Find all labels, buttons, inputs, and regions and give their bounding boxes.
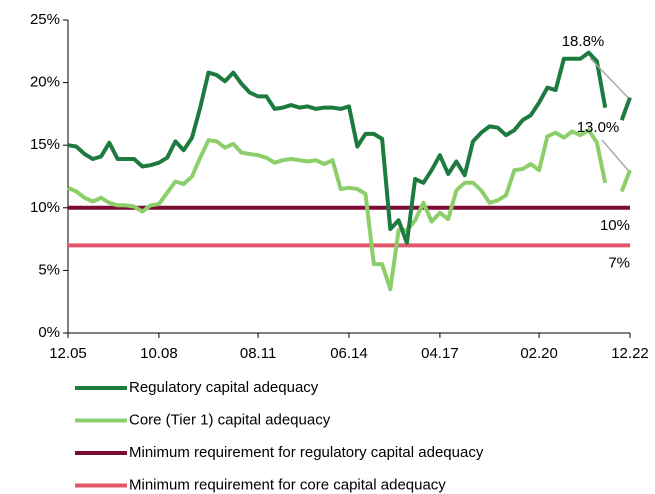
y-tick-label: 15% bbox=[30, 136, 60, 153]
legend-label: Regulatory capital adequacy bbox=[129, 379, 319, 396]
x-tick-label: 10.08 bbox=[140, 345, 178, 362]
series-line bbox=[67, 128, 608, 292]
x-tick-label: 04.17 bbox=[421, 345, 459, 362]
y-tick-label: 0% bbox=[38, 324, 60, 341]
series-line bbox=[619, 169, 632, 193]
y-tick-label: 20% bbox=[30, 74, 60, 91]
y-tick-label: 10% bbox=[30, 199, 60, 216]
series-line bbox=[67, 50, 608, 245]
reference-label: 7% bbox=[608, 254, 630, 271]
leader-line bbox=[601, 139, 629, 171]
series-line bbox=[619, 96, 632, 121]
x-tick-label: 02.20 bbox=[520, 345, 558, 362]
y-tick-label: 5% bbox=[38, 261, 60, 278]
x-tick-label: 06.14 bbox=[330, 345, 368, 362]
x-tick-label: 12.05 bbox=[49, 345, 87, 362]
legend-label: Minimum requirement for regulatory capit… bbox=[129, 444, 484, 461]
annotation: 13.0% bbox=[577, 119, 620, 136]
x-tick-label: 08.11 bbox=[240, 345, 276, 362]
leader-line bbox=[589, 57, 629, 99]
x-tick-label: 12.22 bbox=[611, 345, 649, 362]
y-tick-label: 25% bbox=[30, 11, 60, 28]
reference-label: 10% bbox=[600, 217, 630, 234]
legend-label: Core (Tier 1) capital adequacy bbox=[129, 411, 331, 428]
annotation: 18.8% bbox=[562, 33, 605, 50]
legend-label: Minimum requirement for core capital ade… bbox=[129, 476, 446, 493]
